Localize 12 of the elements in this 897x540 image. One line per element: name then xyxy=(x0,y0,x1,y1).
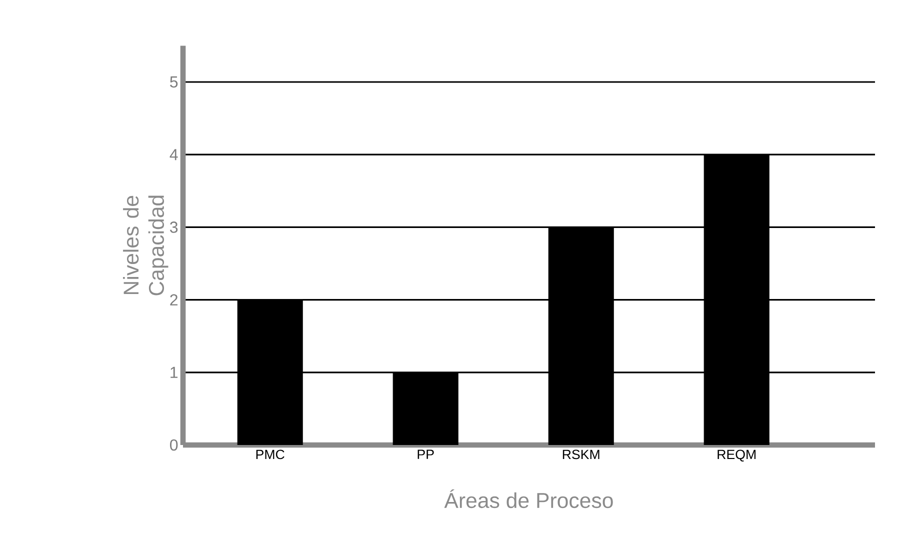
y-tick-label: 4 xyxy=(170,149,178,160)
y-tick-label: 3 xyxy=(170,222,178,233)
y-axis-title: Niveles de Capacidad xyxy=(123,196,168,296)
x-tick-label: PMC xyxy=(256,450,284,460)
y-tick-label: 5 xyxy=(170,76,178,88)
x-tick-label: PP xyxy=(418,450,434,459)
x-tick-label: RSKM xyxy=(562,450,600,460)
x-axis-title: Áreas de Proceso xyxy=(444,489,613,508)
y-tick-label: 0 xyxy=(170,439,178,451)
y-tick-label: 2 xyxy=(170,294,178,306)
y-tick-label: 1 xyxy=(170,366,178,378)
x-tick-label: REQM xyxy=(718,450,756,462)
